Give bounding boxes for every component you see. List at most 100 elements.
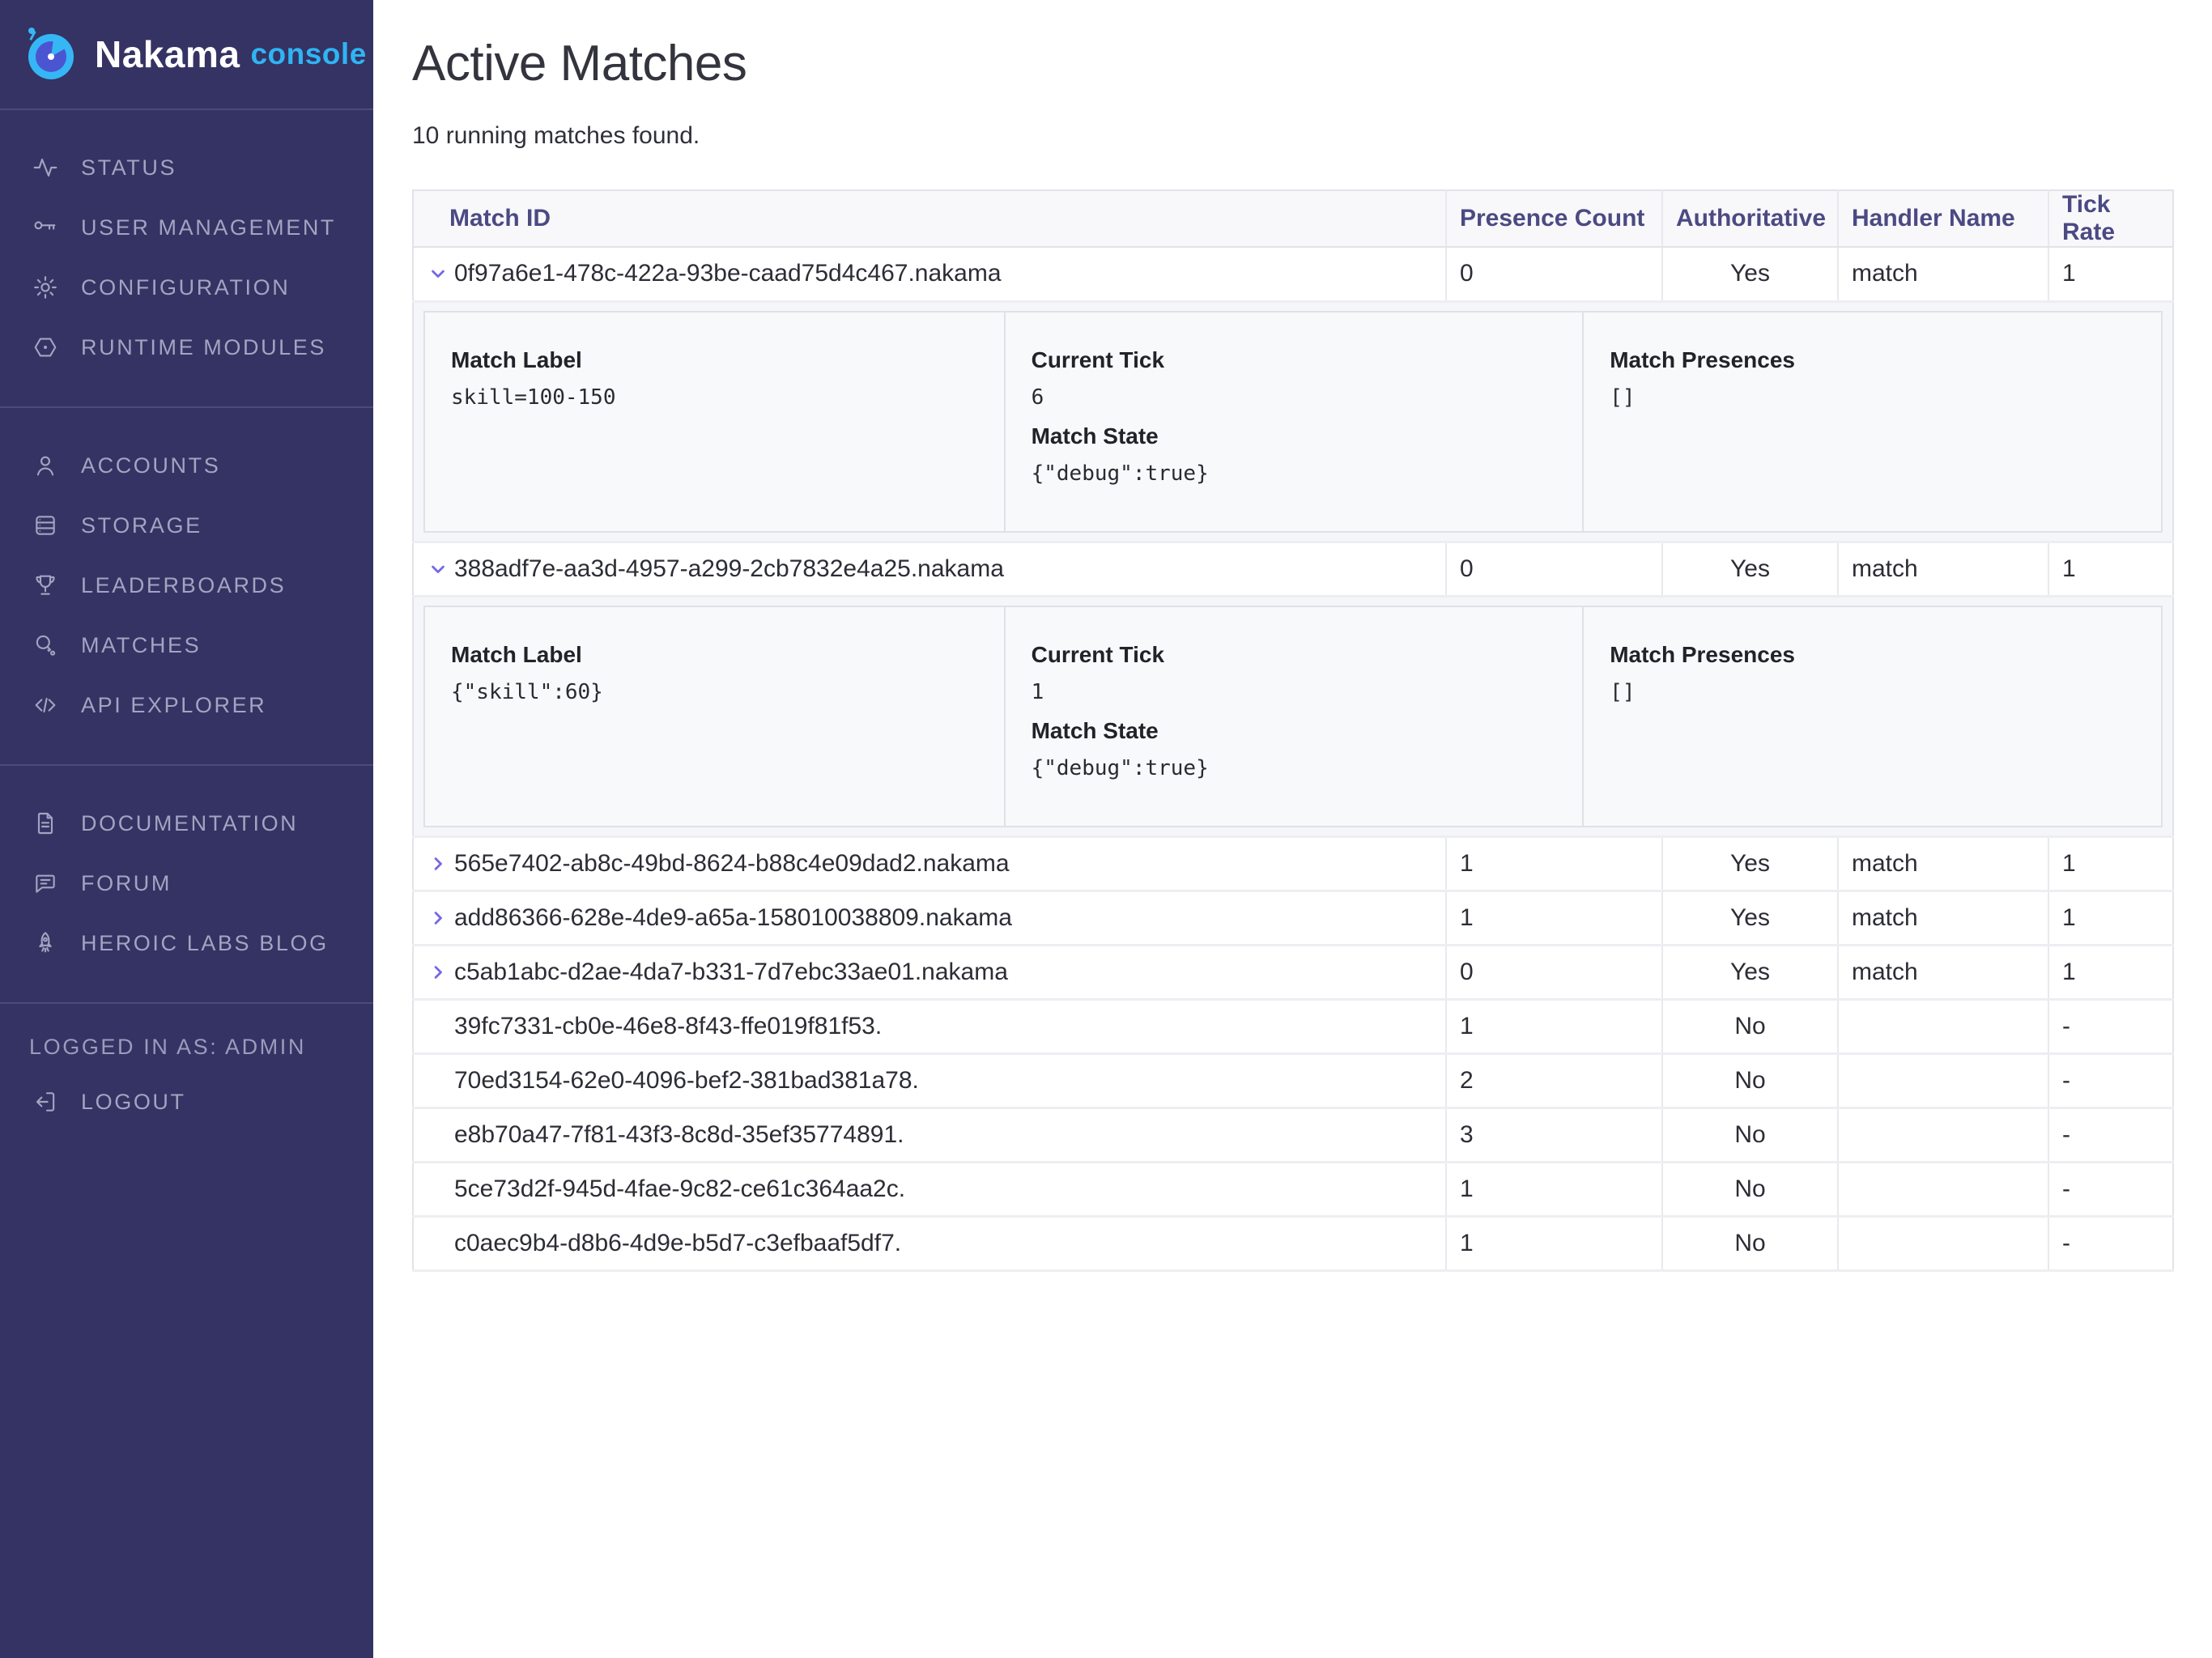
column-header-match-id: Match ID [413,190,1447,248]
authoritative-cell: Yes [1662,542,1839,597]
match-presences-value: [] [1610,679,1636,704]
match-id-cell[interactable]: c5ab1abc-d2ae-4da7-b331-7d7ebc33ae01.nak… [413,945,1447,1001]
chevron-right-icon[interactable] [427,960,454,984]
presence-count-cell: 1 [1446,1162,1663,1218]
sidebar-item-accounts[interactable]: ACCOUNTS [0,436,373,495]
table-header-row: Match ID Presence Count Authoritative Ha… [413,190,2173,248]
sidebar-item-matches[interactable]: MATCHES [0,615,373,675]
authoritative-cell: No [1662,1053,1839,1109]
tick-rate-cell: - [2048,1107,2173,1163]
authoritative-cell: Yes [1662,247,1839,303]
chevron-right-icon[interactable] [427,906,454,930]
presence-count-cell: 0 [1446,945,1663,1001]
page-title: Active Matches [412,36,747,91]
match-row[interactable]: 0f97a6e1-478c-422a-93be-caad75d4c467.nak… [413,247,2173,303]
match-state-value: {"debug":true} [1031,755,1209,780]
match-row[interactable]: add86366-628e-4de9-a65a-158010038809.nak… [413,891,2173,946]
logo-suffix: console [250,37,367,70]
match-id-cell[interactable]: 565e7402-ab8c-49bd-8624-b88c4e09dad2.nak… [413,836,1447,892]
match-id-cell[interactable]: 0f97a6e1-478c-422a-93be-caad75d4c467.nak… [413,247,1447,303]
sidebar-item-label: MATCHES [81,632,202,657]
match-id-cell: c0aec9b4-d8b6-4d9e-b5d7-c3efbaaf5df7. [413,1216,1447,1272]
match-row: c0aec9b4-d8b6-4d9e-b5d7-c3efbaaf5df7. 1 No… [413,1216,2173,1272]
match-id-cell[interactable]: add86366-628e-4de9-a65a-158010038809.nak… [413,891,1447,946]
sidebar-item-api-explorer[interactable]: API EXPLORER [0,675,373,735]
chat-icon [32,870,58,896]
server-icon [32,512,58,538]
match-detail-panel: Match Label skill=100-150 Current Tick 6 Mat… [423,310,2163,533]
sidebar-footer: LOGGED IN AS: ADMIN LOGOUT [0,1002,373,1132]
current-tick-value: 6 [1031,385,1044,410]
match-id-text: c5ab1abc-d2ae-4da7-b331-7d7ebc33ae01.nak… [454,958,1008,985]
match-detail-panel: Match Label {"skill":60} Current Tick 1 Matc… [423,605,2163,827]
tick-rate-cell: 1 [2048,836,2173,892]
sidebar-item-label: STORAGE [81,512,202,538]
match-id-cell: e8b70a47-7f81-43f3-8c8d-35ef35774891. [413,1107,1447,1163]
chevron-down-icon[interactable] [427,557,454,581]
detail-col-label: Match Label {"skill":60} [425,607,1004,826]
sidebar-item-label: DOCUMENTATION [81,810,299,835]
active-matches-table: Match ID Presence Count Authoritative Ha… [412,189,2174,1272]
presence-count-cell: 1 [1446,1216,1663,1272]
rocket-icon [32,930,58,956]
user-icon [32,453,58,478]
nakama-logo[interactable]: Nakama console [0,0,373,108]
logout-icon [32,1089,58,1115]
match-row[interactable]: c5ab1abc-d2ae-4da7-b331-7d7ebc33ae01.nak… [413,945,2173,1001]
chevron-right-icon[interactable] [427,852,454,876]
detail-col-label: Match Label skill=100-150 [425,312,1004,531]
sidebar-item-label: USER MANAGEMENT [81,215,337,240]
detail-label: Match State [1031,423,1159,449]
detail-col-state: Current Tick 1 Match State {"debug":true} [1003,606,1583,826]
main-content: Active Matches 10 running matches found.… [373,0,2212,1658]
match-row: 70ed3154-62e0-4096-bef2-381bad381a78. 2 No… [413,1053,2173,1109]
sidebar-item-label: CONFIGURATION [81,274,291,300]
sidebar-item-documentation[interactable]: DOCUMENTATION [0,793,373,853]
match-row[interactable]: 388adf7e-aa3d-4957-a299-2cb7832e4a25.nak… [413,542,2173,597]
detail-label: Match Label [451,641,582,667]
sidebar-item-runtime-modules[interactable]: RUNTIME MODULES [0,317,373,377]
handler-name-cell: match [1838,247,2049,303]
match-row: 5ce73d2f-945d-4fae-9c82-ce61c364aa2c. 1 No… [413,1162,2173,1218]
detail-label: Match State [1031,717,1159,743]
sidebar-item-leaderboards[interactable]: LEADERBOARDS [0,555,373,615]
chevron-spacer [427,1123,454,1147]
match-id-text: 70ed3154-62e0-4096-bef2-381bad381a78. [454,1066,919,1094]
column-header-handler-name: Handler Name [1838,190,2049,248]
match-row: e8b70a47-7f81-43f3-8c8d-35ef35774891. 3 No… [413,1107,2173,1163]
sidebar-item-user-management[interactable]: USER MANAGEMENT [0,198,373,257]
match-presences-value: [] [1610,385,1636,410]
handler-name-cell: match [1838,836,2049,892]
match-count-text: 10 running matches found. [412,122,700,149]
logout-label: LOGOUT [81,1089,186,1114]
chevron-down-icon[interactable] [427,261,454,286]
tick-rate-cell: 1 [2048,945,2173,1001]
sidebar-section: ACCOUNTS STORAGE LEADERBOARDS MATCHES API EX… [0,406,373,764]
sidebar-nav: STATUS USER MANAGEMENT CONFIGURATION RUNTIM… [0,108,373,1002]
presence-count-cell: 3 [1446,1107,1663,1163]
code-icon [32,692,58,718]
logout-button[interactable]: LOGOUT [0,1072,373,1132]
sidebar-item-label: FORUM [81,870,172,895]
match-row[interactable]: 565e7402-ab8c-49bd-8624-b88c4e09dad2.nak… [413,836,2173,892]
authoritative-cell: No [1662,1162,1839,1218]
chevron-spacer [427,1014,454,1039]
sidebar-item-label: STATUS [81,155,177,180]
detail-label: Match Presences [1610,346,1795,372]
match-id-text: 565e7402-ab8c-49bd-8624-b88c4e09dad2.nak… [454,849,1010,877]
sidebar-item-forum[interactable]: FORUM [0,853,373,913]
match-id-cell[interactable]: 388adf7e-aa3d-4957-a299-2cb7832e4a25.nak… [413,542,1447,597]
match-id-text: 39fc7331-cb0e-46e8-8f43-ffe019f81f53. [454,1012,883,1039]
handler-name-cell [1838,999,2049,1055]
sidebar-item-status[interactable]: STATUS [0,138,373,198]
authoritative-cell: No [1662,1216,1839,1272]
sidebar-item-heroic-labs-blog[interactable]: HEROIC LABS BLOG [0,913,373,973]
sidebar-item-storage[interactable]: STORAGE [0,495,373,555]
sidebar-item-label: ACCOUNTS [81,453,221,478]
current-tick-value: 1 [1031,679,1044,704]
gear-icon [32,274,58,300]
sidebar-item-configuration[interactable]: CONFIGURATION [0,257,373,317]
match-id-cell: 5ce73d2f-945d-4fae-9c82-ce61c364aa2c. [413,1162,1447,1218]
column-header-presence-count: Presence Count [1446,190,1663,248]
handler-name-cell [1838,1162,2049,1218]
